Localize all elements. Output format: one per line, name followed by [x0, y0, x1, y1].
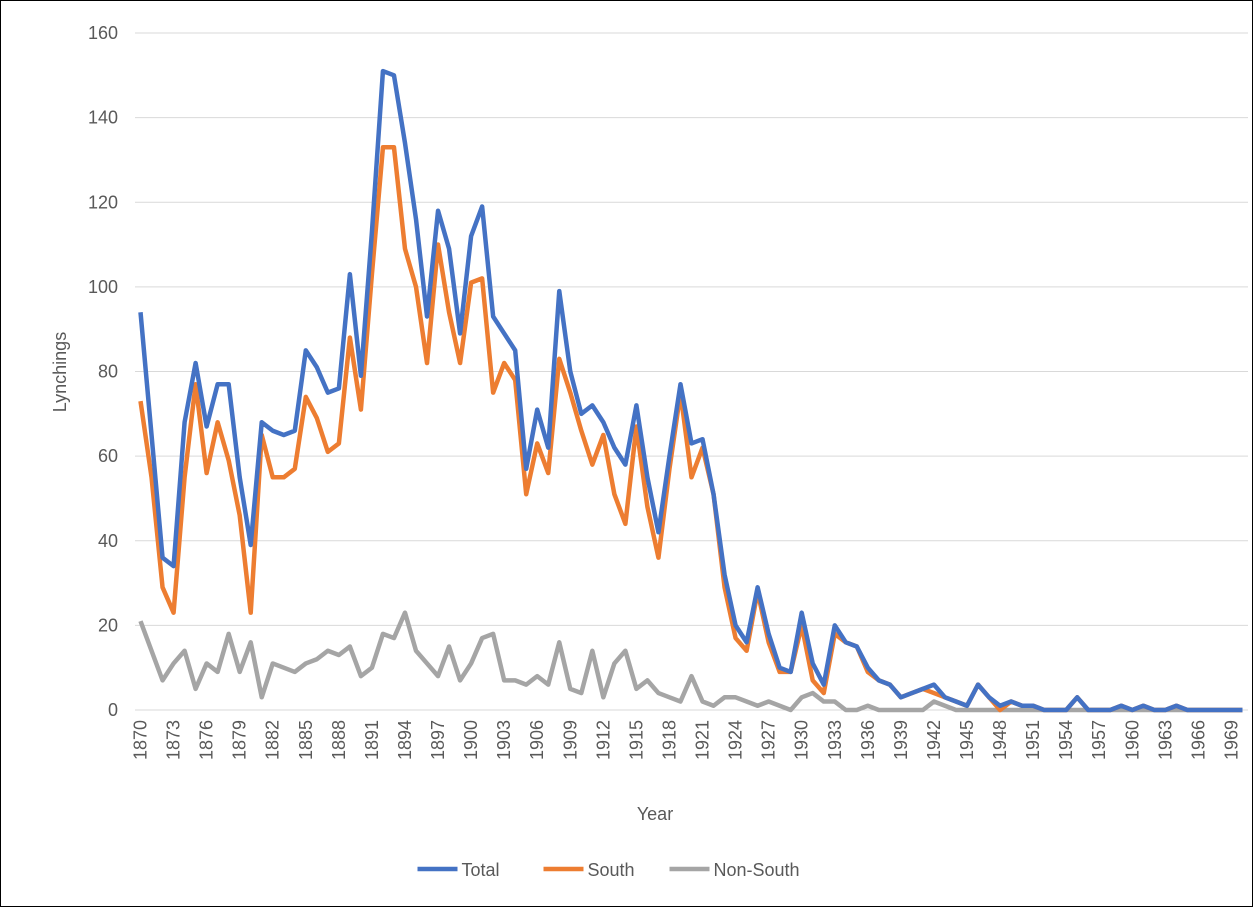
- x-tick-label: 1882: [263, 720, 283, 760]
- y-tick-label: 40: [98, 531, 118, 551]
- y-tick-label: 20: [98, 615, 118, 635]
- x-tick-label: 1903: [494, 720, 514, 760]
- x-tick-label: 1960: [1122, 720, 1142, 760]
- x-tick-label: 1876: [197, 720, 217, 760]
- x-tick-label: 1927: [759, 720, 779, 760]
- x-tick-label: 1888: [329, 720, 349, 760]
- x-tick-label: 1912: [593, 720, 613, 760]
- x-tick-label: 1930: [792, 720, 812, 760]
- y-tick-label: 120: [88, 192, 118, 212]
- x-tick-label: 1891: [362, 720, 382, 760]
- x-tick-label: 1897: [428, 720, 448, 760]
- y-axis-title: Lynchings: [50, 332, 70, 412]
- x-tick-label: 1966: [1188, 720, 1208, 760]
- x-tick-label: 1945: [957, 720, 977, 760]
- x-tick-label: 1885: [296, 720, 316, 760]
- x-tick-label: 1909: [560, 720, 580, 760]
- x-tick-label: 1921: [693, 720, 713, 760]
- x-tick-label: 1957: [1089, 720, 1109, 760]
- x-tick-label: 1936: [858, 720, 878, 760]
- legend-label: South: [588, 860, 635, 880]
- y-tick-label: 80: [98, 362, 118, 382]
- data-line: [138, 68, 1243, 713]
- y-tick-label: 100: [88, 277, 118, 297]
- x-tick-label: 1969: [1221, 720, 1241, 760]
- y-tick-label: 140: [88, 108, 118, 128]
- x-tick-label: 1900: [461, 720, 481, 760]
- x-tick-label: 1924: [726, 720, 746, 760]
- x-tick-label: 1879: [230, 720, 250, 760]
- y-tick-label: 0: [108, 700, 118, 720]
- legend-label: Non-South: [714, 860, 800, 880]
- x-tick-label: 1939: [891, 720, 911, 760]
- x-tick-label: 1933: [825, 720, 845, 760]
- y-tick-label: 60: [98, 446, 118, 466]
- y-tick-label: 160: [88, 23, 118, 43]
- x-axis-title: Year: [637, 804, 673, 824]
- x-tick-label: 1906: [527, 720, 547, 760]
- x-tick-label: 1915: [626, 720, 646, 760]
- x-tick-label: 1951: [1023, 720, 1043, 760]
- x-tick-label: 1918: [659, 720, 679, 760]
- x-tick-label: 1948: [990, 720, 1010, 760]
- x-tick-label: 1954: [1056, 720, 1076, 760]
- x-tick-label: 1870: [131, 720, 151, 760]
- x-tick-label: 1873: [164, 720, 184, 760]
- x-tick-label: 1942: [924, 720, 944, 760]
- x-tick-label: 1963: [1155, 720, 1175, 760]
- x-tick-label: 1894: [395, 720, 415, 760]
- legend-label: Total: [462, 860, 500, 880]
